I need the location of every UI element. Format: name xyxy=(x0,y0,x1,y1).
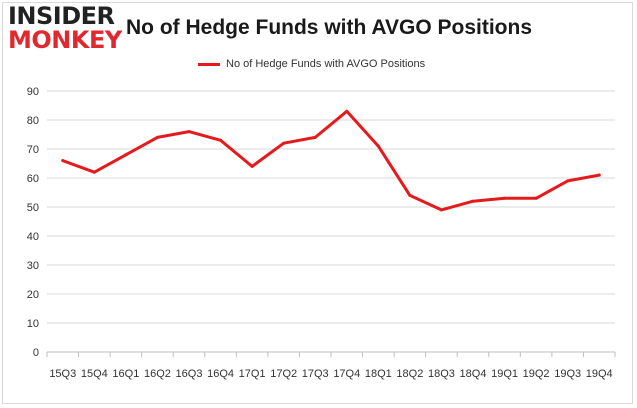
x-tick-label-16Q1: 16Q1 xyxy=(112,368,139,380)
x-tick-label-17Q3: 17Q3 xyxy=(302,368,329,380)
y-tick-label-10: 10 xyxy=(27,318,39,330)
y-tick-label-30: 30 xyxy=(27,260,39,272)
x-tick-label-19Q2: 19Q2 xyxy=(523,368,550,380)
data-point-16Q1 xyxy=(124,153,128,157)
data-point-18Q4 xyxy=(471,199,475,203)
data-point-18Q3 xyxy=(439,208,443,212)
x-tick-label-15Q4: 15Q4 xyxy=(81,368,108,380)
data-point-17Q4 xyxy=(345,109,349,113)
series-line-0 xyxy=(61,109,601,212)
y-tick-label-20: 20 xyxy=(27,289,39,301)
data-point-15Q4 xyxy=(92,170,96,174)
data-point-18Q2 xyxy=(408,193,412,197)
data-point-19Q4 xyxy=(597,173,601,177)
x-tick-label-18Q1: 18Q1 xyxy=(365,368,392,380)
logo-text-insider: INSIDER xyxy=(8,2,115,30)
x-tick-label-17Q4: 17Q4 xyxy=(333,368,360,380)
x-tick-label-17Q2: 17Q2 xyxy=(270,368,297,380)
data-point-19Q1 xyxy=(503,196,507,200)
x-tick-label-16Q2: 16Q2 xyxy=(144,368,171,380)
legend-label: No of Hedge Funds with AVGO Positions xyxy=(226,58,426,70)
x-tick-label-15Q3: 15Q3 xyxy=(49,368,76,380)
y-tick-label-50: 50 xyxy=(27,202,39,214)
chart-legend: No of Hedge Funds with AVGO Positions xyxy=(198,57,425,71)
data-point-19Q3 xyxy=(566,179,570,183)
data-point-17Q2 xyxy=(282,141,286,145)
x-tick-label-17Q1: 17Q1 xyxy=(239,368,266,380)
data-point-15Q3 xyxy=(61,159,65,163)
y-tick-label-80: 80 xyxy=(27,115,39,127)
data-point-18Q1 xyxy=(376,144,380,148)
x-tick-label-19Q3: 19Q3 xyxy=(554,368,581,380)
data-point-17Q1 xyxy=(250,164,254,168)
x-tick-label-18Q3: 18Q3 xyxy=(428,368,455,380)
x-tick-label-16Q4: 16Q4 xyxy=(207,368,234,380)
data-point-16Q4 xyxy=(219,138,223,142)
insider-monkey-logo: INSIDER MONKEY xyxy=(8,2,122,54)
legend-swatch xyxy=(198,62,220,66)
x-tick-label-16Q3: 16Q3 xyxy=(176,368,203,380)
data-point-16Q2 xyxy=(155,135,159,139)
chart-frame xyxy=(2,2,633,404)
data-point-19Q2 xyxy=(534,196,538,200)
y-tick-label-60: 60 xyxy=(27,173,39,185)
y-tick-label-90: 90 xyxy=(27,86,39,98)
data-point-17Q3 xyxy=(313,135,317,139)
x-tick-label-19Q1: 19Q1 xyxy=(491,368,518,380)
data-point-16Q3 xyxy=(187,130,191,134)
x-tick-label-18Q4: 18Q4 xyxy=(460,368,487,380)
x-tick-label-18Q2: 18Q2 xyxy=(396,368,423,380)
y-tick-label-70: 70 xyxy=(27,144,39,156)
y-tick-label-40: 40 xyxy=(27,231,39,243)
logo-text-monkey: MONKEY xyxy=(8,26,122,54)
chart-title: No of Hedge Funds with AVGO Positions xyxy=(126,16,532,39)
x-tick-label-19Q4: 19Q4 xyxy=(586,368,613,380)
y-tick-label-0: 0 xyxy=(33,347,39,359)
